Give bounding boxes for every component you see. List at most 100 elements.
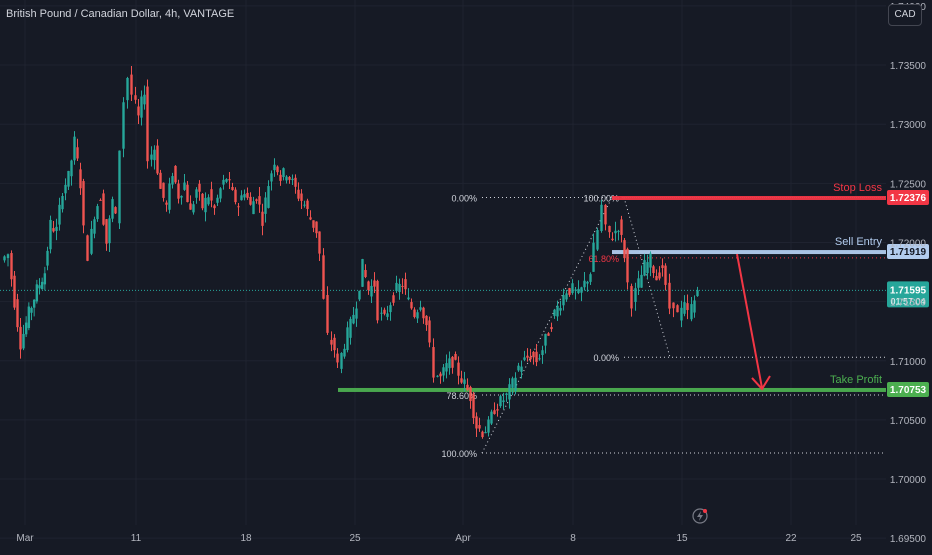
level-line <box>612 196 886 200</box>
candle-body <box>192 204 195 213</box>
candle-body <box>649 253 652 268</box>
candle-body <box>43 273 47 285</box>
candle-body <box>102 193 105 225</box>
candle-body <box>61 196 64 210</box>
level-label: Sell Entry <box>835 236 883 248</box>
candle-body <box>526 355 529 358</box>
candle-body <box>367 281 370 291</box>
candle-body <box>580 287 583 293</box>
candle-body <box>114 207 117 214</box>
y-tick-label: 1.70500 <box>890 416 927 427</box>
candle-body <box>445 363 448 372</box>
x-tick-label: Apr <box>455 533 471 544</box>
candle-body <box>604 204 607 225</box>
candle-body <box>535 351 538 363</box>
candle-body <box>508 384 511 400</box>
candle-body <box>637 278 640 288</box>
candle-body <box>231 187 234 190</box>
candle-body <box>270 173 273 182</box>
candle-body <box>451 356 454 368</box>
candle-body <box>505 393 508 395</box>
countdown-label: 01:57:04 <box>890 296 925 306</box>
x-tick-label: 25 <box>850 533 862 544</box>
candle-body <box>243 194 246 198</box>
level-price-tag <box>887 381 929 397</box>
candle-body <box>553 309 556 316</box>
candle-body <box>383 309 386 314</box>
candle-body <box>571 283 574 294</box>
candle-body <box>19 326 22 350</box>
candle-body <box>690 304 693 320</box>
candle-body <box>105 219 108 244</box>
candle-body <box>55 226 58 231</box>
lightning-icon <box>697 511 703 521</box>
candle-body <box>156 145 159 174</box>
candle-body <box>398 283 401 292</box>
level-line <box>338 387 886 392</box>
level-label: Stop Loss <box>833 182 882 194</box>
candle-body <box>27 306 31 328</box>
candle-body <box>355 308 358 319</box>
candle-body <box>309 217 312 220</box>
candle-body <box>460 378 463 383</box>
notification-dot <box>703 509 707 513</box>
candle-body <box>626 248 629 283</box>
projection-arrow[interactable] <box>736 253 771 391</box>
y-tick-label: 1.72000 <box>890 238 927 249</box>
candle-body <box>416 312 419 319</box>
candle-body <box>425 315 428 326</box>
fib-retracement-drawings[interactable]: 0.00% 78.60% 100.00% 100.00% 61.80% 0.00% <box>441 194 886 459</box>
candle-body <box>680 307 683 321</box>
candle-body <box>210 189 213 201</box>
candle-body <box>436 375 439 377</box>
candle-body <box>696 290 699 297</box>
candle-body <box>556 305 559 317</box>
fib-right-label: 61.80% <box>588 254 619 264</box>
current-price-tag <box>887 281 929 308</box>
x-tick-label: 15 <box>676 533 688 544</box>
chart-title: British Pound / Canadian Dollar, 4h, VAN… <box>6 8 235 20</box>
candle-body <box>364 270 367 278</box>
candle-body <box>195 189 198 198</box>
currency-button[interactable]: CAD <box>888 4 922 26</box>
candle-body <box>300 193 303 201</box>
arrow-head <box>751 375 771 391</box>
candle-body <box>326 294 329 333</box>
x-tick-label: 22 <box>785 533 797 544</box>
candle-body <box>600 204 603 231</box>
x-tick-label: 25 <box>349 533 361 544</box>
candle-body <box>361 259 364 287</box>
level-line <box>612 250 886 255</box>
candle-body <box>234 189 237 203</box>
candle-body <box>683 302 686 314</box>
candle-body <box>596 230 599 250</box>
candle-body <box>472 393 475 419</box>
candle-body <box>583 280 586 288</box>
candle-body <box>130 74 133 95</box>
candle-body <box>201 193 204 209</box>
candle-body <box>49 219 52 250</box>
candle-body <box>204 197 207 213</box>
candle-body <box>442 367 445 376</box>
candle-body <box>547 333 550 336</box>
candle-body <box>352 314 355 324</box>
candle-body <box>153 149 156 161</box>
candle-body <box>312 220 315 228</box>
candle-body <box>407 297 410 300</box>
candle-body <box>623 240 626 259</box>
candle-body <box>228 179 231 181</box>
candle-body <box>487 419 490 433</box>
candle-body <box>620 219 623 235</box>
candle-body <box>686 303 689 311</box>
candle-body <box>643 260 646 276</box>
candle-body <box>466 384 469 390</box>
candle-body <box>617 230 620 232</box>
candle-body <box>493 410 496 414</box>
candle-body <box>544 333 547 346</box>
current-price-label: 1.71595 <box>890 285 927 296</box>
candle-body <box>162 182 165 198</box>
candle-body <box>64 184 67 194</box>
